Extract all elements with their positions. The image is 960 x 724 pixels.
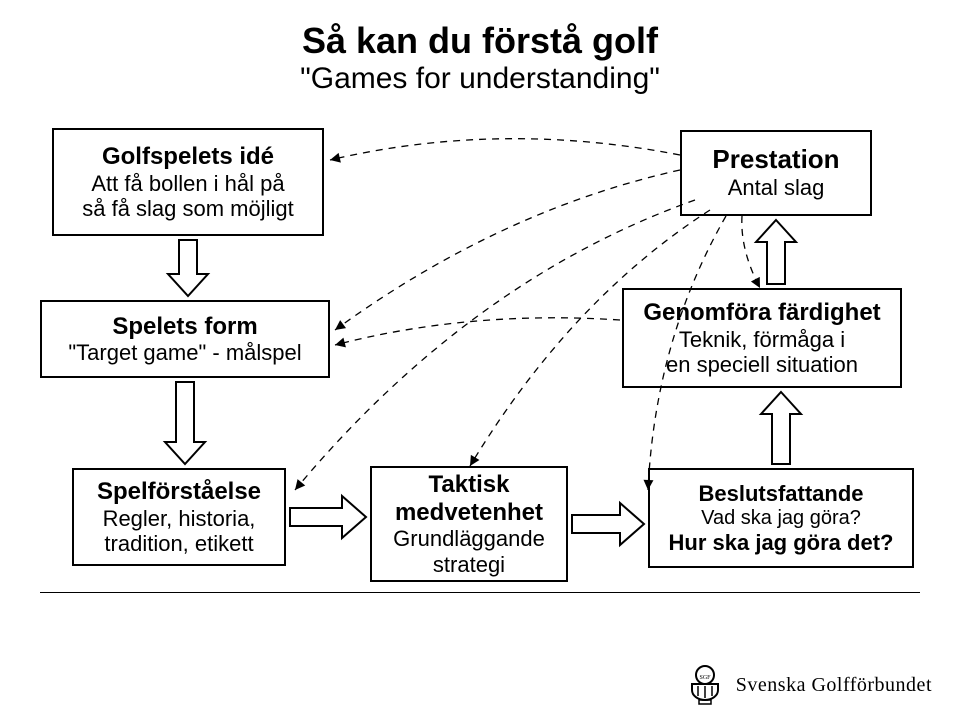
footer: SGF Svenska Golfförbundet bbox=[684, 664, 932, 706]
diagram-canvas: Så kan du förstå golf "Games for underst… bbox=[0, 0, 960, 724]
footer-text: Svenska Golfförbundet bbox=[736, 674, 932, 697]
divider-line bbox=[40, 592, 920, 593]
svg-text:SGF: SGF bbox=[699, 675, 711, 681]
arrows-layer bbox=[0, 0, 960, 724]
logo-icon: SGF bbox=[684, 664, 726, 706]
